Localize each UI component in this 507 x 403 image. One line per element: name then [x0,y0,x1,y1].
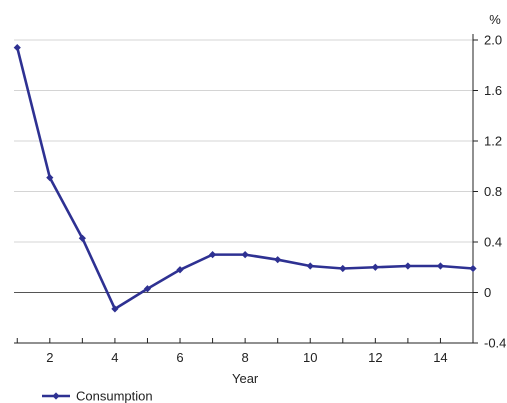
y-tick-labels: -0.4 0 0.4 0.8 1.2 1.6 2.0 [484,33,506,351]
data-point [13,43,21,52]
data-point [143,285,152,293]
axis-ticks [16,39,478,344]
data-point [469,264,477,273]
legend-swatch-marker [52,392,60,400]
y-tick-label: -0.4 [484,336,506,351]
data-point [339,264,347,273]
x-tick-label: 8 [242,350,249,365]
x-tick-label: 6 [176,350,183,365]
y-tick-label: 0 [484,285,491,300]
data-point [46,174,54,182]
x-tick-label: 14 [433,350,447,365]
data-point [241,251,249,259]
series-layer [13,43,477,313]
legend: Consumption [42,389,153,403]
y-tick-label: 0.8 [484,184,502,199]
y-tick-label: 0.4 [484,235,502,250]
x-tick-label: 4 [111,350,118,365]
x-tick-labels: 2 4 6 8 10 12 14 [46,350,447,365]
series-line [15,47,474,311]
y-tick-label: 1.6 [484,83,502,98]
data-point [371,263,379,271]
data-point [404,262,412,270]
y-tick-label: 1.2 [484,134,502,149]
data-point [274,256,282,264]
x-tick-label: 2 [46,350,53,365]
x-tick-label: 10 [303,350,317,365]
data-point [436,262,445,270]
y-tick-label: 2.0 [484,33,502,48]
data-point [306,262,314,270]
data-point [176,266,184,274]
gridlines [14,39,473,344]
x-axis-title: Year [232,371,259,386]
y-unit-label: % [489,12,501,27]
data-point [111,305,119,313]
legend-label: Consumption [76,389,153,403]
data-point [78,234,86,242]
x-tick-label: 12 [368,350,382,365]
data-point [208,251,217,259]
